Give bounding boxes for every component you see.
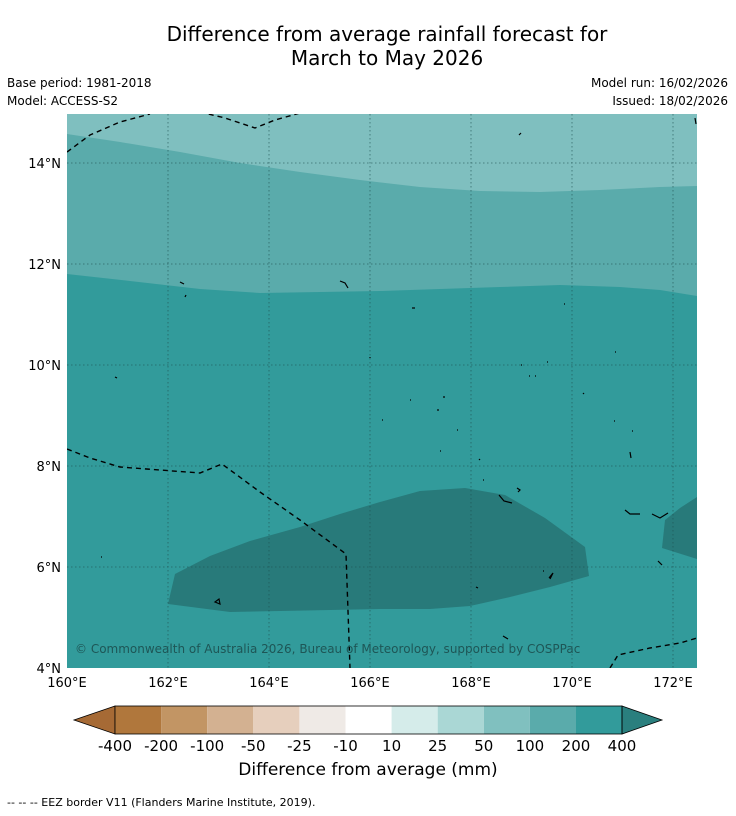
model-run: Model run: 16/02/2026 [590, 76, 728, 90]
lon-label: 170°E [552, 676, 592, 691]
colorbar-cell [345, 706, 392, 734]
lat-label: 6°N [37, 561, 62, 576]
colorbar-tick: 10 [382, 737, 401, 755]
colorbar-frame [114, 705, 623, 735]
lat-label: 4°N [37, 662, 62, 677]
lon-label: 168°E [451, 676, 491, 691]
colorbar-cell [391, 706, 438, 734]
grid-lines [67, 114, 697, 668]
colorbar-extend-right [621, 705, 664, 735]
model-name: Model: ACCESS-S2 [7, 94, 119, 108]
colorbar-tick: 50 [474, 737, 493, 755]
colorbar-tick: 200 [562, 737, 591, 755]
colorbar-cell [115, 706, 162, 734]
latitude-labels: 14°N 12°N 10°N 8°N 6°N 4°N [28, 157, 61, 677]
colorbar-extend-left [72, 705, 116, 735]
region-gt-400-east [662, 497, 697, 559]
lon-label: 166°E [350, 676, 390, 691]
colorbar-tick: 400 [608, 737, 637, 755]
colorbar-cell [161, 706, 208, 734]
colorbar-cell [483, 706, 530, 734]
colorbar-cell [299, 706, 346, 734]
eez-borders [67, 114, 697, 668]
eez-legend-note: -- -- -- EEZ border V11 (Flanders Marine… [7, 796, 316, 809]
colorbar-tick: -400 [98, 737, 132, 755]
lat-label: 10°N [28, 359, 61, 374]
copyright-text: © Commonwealth of Australia 2026, Bureau… [75, 642, 580, 656]
colorbar: -400 -200 -100 -50 -25 -10 10 25 50 100 … [72, 705, 664, 755]
colorbar-tick: -50 [241, 737, 266, 755]
lon-label: 164°E [249, 676, 289, 691]
islands [101, 117, 697, 640]
colorbar-label: Difference from average (mm) [238, 760, 498, 780]
base-period: Base period: 1981-2018 [7, 76, 152, 90]
colorbar-tick: -25 [287, 737, 312, 755]
lat-label: 14°N [28, 157, 61, 172]
lon-label: 172°E [653, 676, 693, 691]
meta-left: Base period: 1981-2018 Model: ACCESS-S2 [7, 74, 152, 110]
colorbar-cell [207, 706, 254, 734]
longitude-labels: 160°E 162°E 164°E 166°E 168°E 170°E 172°… [47, 676, 693, 691]
lat-label: 8°N [37, 460, 62, 475]
colorbar-cell [529, 706, 576, 734]
colorbar-tick: 25 [428, 737, 447, 755]
region-gt-400 [168, 488, 589, 612]
title-line-2: March to May 2026 [290, 46, 484, 70]
colorbar-cell [437, 706, 484, 734]
lon-label: 160°E [47, 676, 87, 691]
colorbar-tick: -200 [144, 737, 178, 755]
lon-label: 162°E [148, 676, 188, 691]
colorbar-tick: 100 [516, 737, 545, 755]
chart-title: Difference from average rainfall forecas… [0, 22, 736, 70]
lat-label: 12°N [28, 258, 61, 273]
issued-date: Issued: 18/02/2026 [612, 94, 728, 108]
map-plot-area: © Commonwealth of Australia 2026, Bureau… [67, 114, 697, 668]
colorbar-cell [253, 706, 300, 734]
meta-right: Model run: 16/02/2026 Issued: 18/02/2026 [591, 74, 728, 110]
colorbar-cell [576, 706, 622, 734]
region-50-100 [67, 114, 697, 192]
title-line-1: Difference from average rainfall forecas… [166, 22, 608, 46]
colorbar-tick: -10 [333, 737, 358, 755]
colorbar-tick: -100 [190, 737, 224, 755]
